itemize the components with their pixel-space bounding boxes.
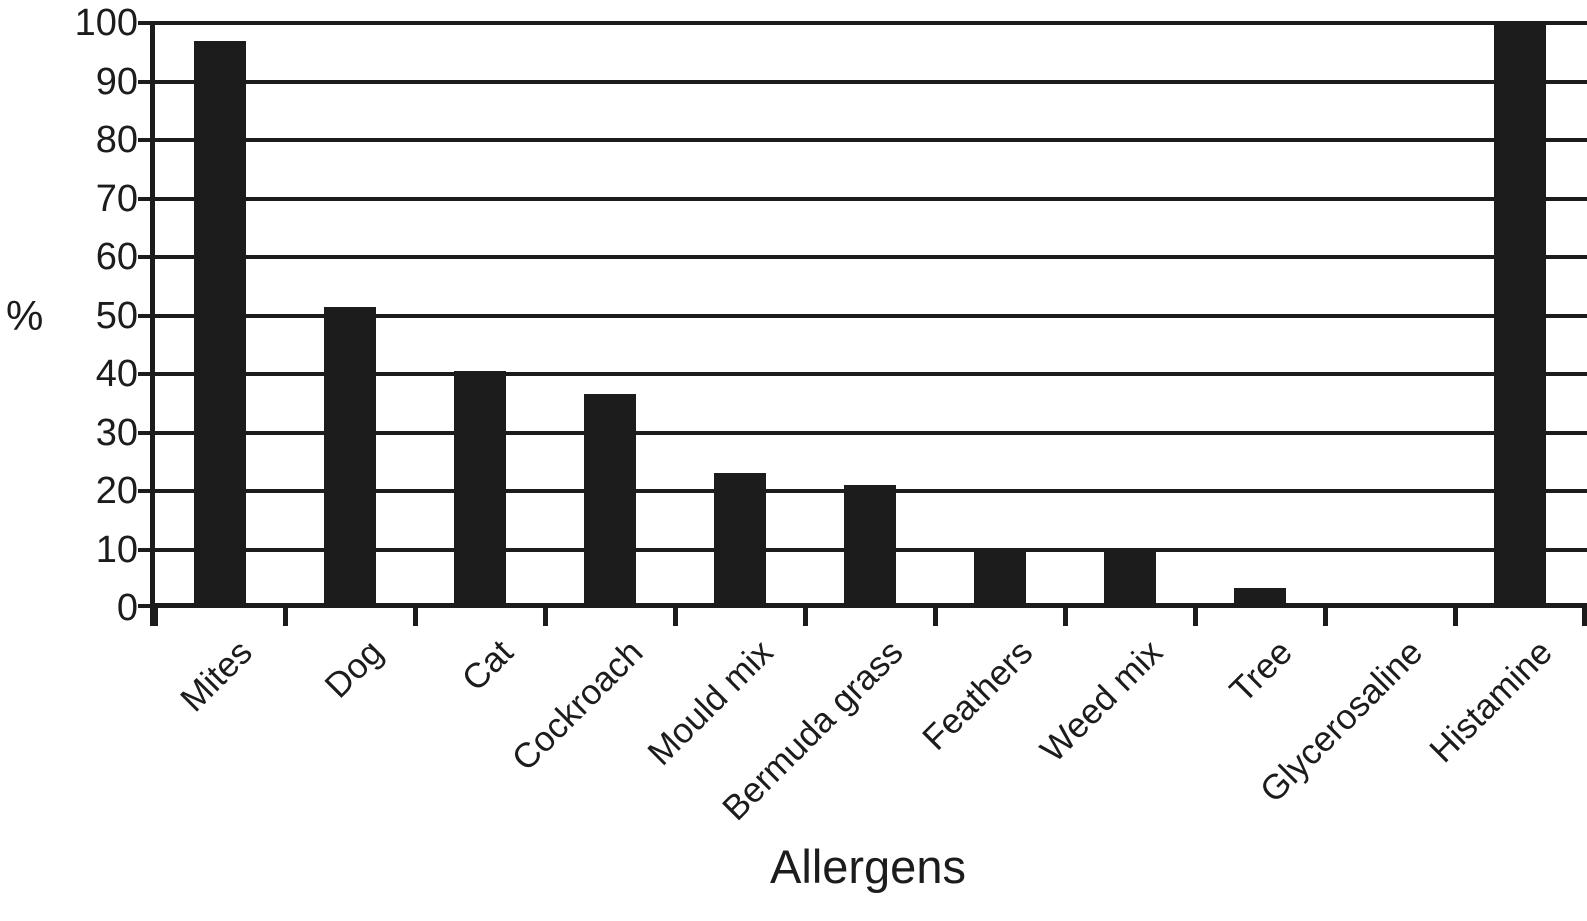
x-tick [283, 608, 288, 626]
y-tick [138, 21, 155, 25]
x-tick-label: Mould mix [639, 632, 781, 773]
gridline [155, 431, 1587, 435]
bar-mould-mix [714, 473, 766, 608]
y-tick [138, 138, 155, 142]
x-tick [543, 608, 548, 626]
bar-weed-mix [1104, 549, 1156, 608]
bar-bermuda-grass [844, 485, 896, 608]
gridline [155, 255, 1587, 259]
y-tick [138, 255, 155, 259]
y-tick [138, 197, 155, 201]
x-tick-label: Dog [317, 632, 391, 706]
y-tick-label: 60 [95, 236, 138, 278]
y-tick-label: 80 [95, 119, 138, 161]
y-tick [138, 372, 155, 376]
gridline [155, 197, 1587, 201]
y-tick-label: 10 [95, 529, 138, 571]
y-tick [138, 80, 155, 84]
x-tick-label: Histamine [1422, 632, 1561, 771]
y-tick [138, 489, 155, 493]
y-tick-label: 50 [95, 295, 138, 337]
x-tick-label: Weed mix [1033, 632, 1171, 770]
x-tick-label: Tree [1222, 632, 1301, 711]
plot-area [138, 21, 1587, 626]
y-tick [138, 548, 155, 552]
bar-feathers [974, 549, 1026, 608]
x-tick [1582, 608, 1587, 626]
bar-dog [324, 307, 376, 608]
gridline [155, 80, 1587, 84]
x-tick [153, 608, 158, 626]
x-tick-label: Cat [454, 632, 521, 699]
y-tick-label: 20 [95, 470, 138, 512]
y-axis-title: % [6, 292, 44, 339]
bar-cat [454, 371, 506, 608]
y-tick-label: 40 [95, 353, 138, 395]
y-tick-label: 30 [95, 412, 138, 454]
x-tick [803, 608, 808, 626]
gridline [155, 21, 1587, 25]
x-tick [1193, 608, 1198, 626]
x-tick [1323, 608, 1328, 626]
y-tick-label: 0 [116, 587, 138, 629]
y-axis-line [150, 23, 155, 626]
x-axis-title: Allergens [770, 840, 966, 893]
y-tick [138, 604, 155, 608]
x-tick [933, 608, 938, 626]
bar-histamine [1494, 23, 1546, 608]
gridline [155, 372, 1587, 376]
x-tick-label: Feathers [914, 632, 1041, 758]
bar-mites [194, 41, 246, 608]
y-tick [138, 314, 155, 318]
x-tick [673, 608, 678, 626]
x-tick [1453, 608, 1458, 626]
x-tick [413, 608, 418, 626]
bar-cockroach [584, 394, 636, 608]
x-tick [1063, 608, 1068, 626]
x-tick-label: Mites [173, 632, 261, 720]
y-tick-label: 90 [95, 61, 138, 103]
gridline [155, 314, 1587, 318]
y-tick-label: 70 [95, 178, 138, 220]
x-tick-label: Cockroach [504, 632, 651, 779]
y-tick-label: 100 [74, 2, 138, 44]
gridline [155, 138, 1587, 142]
y-tick [138, 431, 155, 435]
bar-tree [1234, 588, 1286, 608]
